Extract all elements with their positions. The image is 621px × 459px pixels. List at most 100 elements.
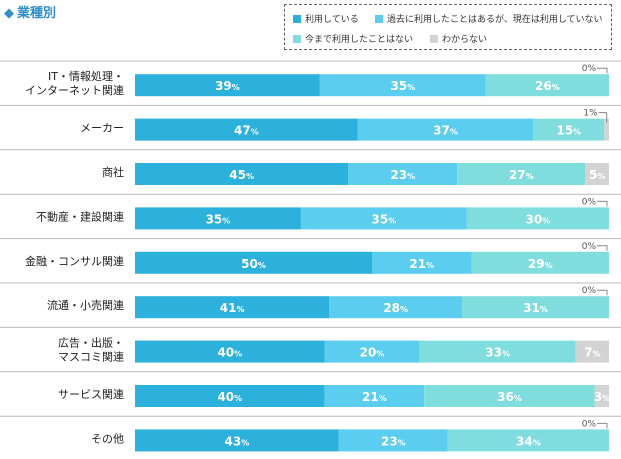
data-label: 21%	[409, 257, 434, 271]
legend-label-past: 過去に利用したことはあるが、現在は利用していない	[387, 15, 603, 25]
data-label: 36%	[497, 390, 522, 404]
data-label-unit: %	[376, 350, 384, 359]
legend-label-using: 利用している	[305, 15, 359, 25]
data-label: 15%	[556, 124, 581, 138]
legend-item-unknown: わからない	[430, 32, 487, 45]
legend-item-using: 利用している	[293, 12, 359, 25]
data-label-unit: %	[593, 350, 601, 359]
data-label-unit: %	[450, 128, 458, 137]
data-label: 37%	[433, 124, 458, 138]
bar-segment	[135, 118, 358, 141]
bar-segment	[348, 163, 458, 185]
category-label: IT・情報処理・インターネット関連	[25, 70, 124, 97]
category-label-line: IT・情報処理・	[48, 70, 124, 83]
category-label-line: メーカー	[80, 122, 124, 135]
bar-segment	[135, 207, 301, 230]
callout-line	[597, 200, 608, 207]
data-label: 33%	[485, 346, 510, 360]
bar-segment	[419, 340, 576, 363]
data-label: 5%	[589, 168, 605, 182]
small-data-label: 1%	[583, 109, 598, 119]
data-label-unit: %	[241, 438, 249, 447]
bar-segment	[533, 118, 605, 141]
bar-segment	[372, 251, 472, 274]
legend-item-never: 今まで利用したことはない	[293, 32, 413, 45]
data-label: 47%	[234, 124, 259, 138]
data-label: 23%	[390, 168, 415, 182]
data-label-unit: %	[573, 128, 581, 137]
data-label-unit: %	[545, 261, 553, 270]
data-label-unit: %	[222, 216, 230, 225]
data-label: 7%	[584, 346, 600, 360]
data-label: 35%	[390, 79, 415, 93]
data-label: 23%	[381, 434, 406, 448]
data-label: 35%	[206, 212, 231, 226]
data-label-unit: %	[232, 83, 240, 92]
data-label: 29%	[528, 257, 553, 271]
bar-segment	[324, 385, 425, 407]
category-label: その他	[91, 432, 124, 445]
bar-segment	[462, 296, 609, 319]
data-label-unit: %	[237, 305, 245, 314]
category-label: 不動産・建設関連	[36, 209, 124, 223]
data-label-unit: %	[426, 261, 434, 270]
bar-segment	[319, 74, 486, 97]
bar-segment	[135, 429, 339, 452]
data-label-unit: %	[246, 172, 254, 181]
bar-segment	[424, 385, 595, 407]
category-label-line: 金融・コンサル関連	[25, 254, 124, 268]
callout-line	[597, 289, 608, 296]
category-label-line: マスコミ関連	[58, 350, 124, 364]
small-data-label: 0%	[582, 419, 597, 429]
data-label-unit: %	[398, 438, 406, 447]
bar-segment	[471, 251, 609, 274]
category-label-line: サービス関連	[58, 387, 124, 401]
bar-segment	[485, 74, 609, 97]
legend-label-never: 今まで利用したことはない	[305, 35, 414, 45]
data-label: 39%	[215, 79, 240, 93]
data-label: 35%	[371, 212, 396, 226]
data-label-unit: %	[251, 128, 259, 137]
category-label-line: インターネット関連	[25, 83, 124, 97]
legend-swatch-past	[375, 14, 383, 23]
legend-label-unknown: わからない	[442, 35, 488, 45]
category-label-line: 広告・出版・	[58, 336, 124, 350]
data-label-unit: %	[234, 350, 242, 359]
category-label: 広告・出版・マスコミ関連	[58, 336, 124, 364]
category-label: 商社	[102, 165, 124, 179]
category-label: 金融・コンサル関連	[25, 254, 124, 268]
data-label-unit: %	[234, 394, 242, 403]
small-data-label: 0%	[582, 242, 597, 252]
category-label: メーカー	[80, 122, 124, 135]
data-label-unit: %	[258, 261, 266, 270]
category-label-line: その他	[91, 432, 124, 445]
data-label-unit: %	[552, 83, 560, 92]
bar-segment	[135, 74, 320, 97]
data-label: 45%	[229, 168, 254, 182]
bar-segment	[338, 429, 448, 452]
category-label-line: 不動産・建設関連	[36, 209, 124, 223]
data-label: 21%	[362, 390, 387, 404]
category-label-line: 商社	[102, 165, 124, 179]
category-label: サービス関連	[58, 387, 124, 401]
bar-segment	[457, 163, 586, 185]
bar-segment	[585, 163, 609, 185]
data-label: 40%	[217, 346, 242, 360]
data-label: 41%	[220, 301, 245, 315]
callout-line	[597, 67, 608, 74]
data-label: 43%	[225, 434, 250, 448]
data-label-unit: %	[400, 305, 408, 314]
chart-legend: 利用している 過去に利用したことはあるが、現在は利用していない 今まで利用したこ…	[284, 4, 612, 50]
category-label: 流通・小売関連	[47, 298, 124, 312]
small-data-label: 0%	[582, 64, 597, 74]
data-label-unit: %	[533, 438, 541, 447]
callout-line	[598, 112, 608, 123]
category-label-line: 流通・小売関連	[47, 298, 124, 312]
data-label-unit: %	[379, 394, 387, 403]
bar-segment	[135, 296, 330, 319]
small-data-label: 0%	[582, 286, 597, 296]
bar-segment	[135, 163, 349, 185]
data-label-unit: %	[597, 172, 605, 181]
data-label: 3%	[594, 390, 610, 404]
